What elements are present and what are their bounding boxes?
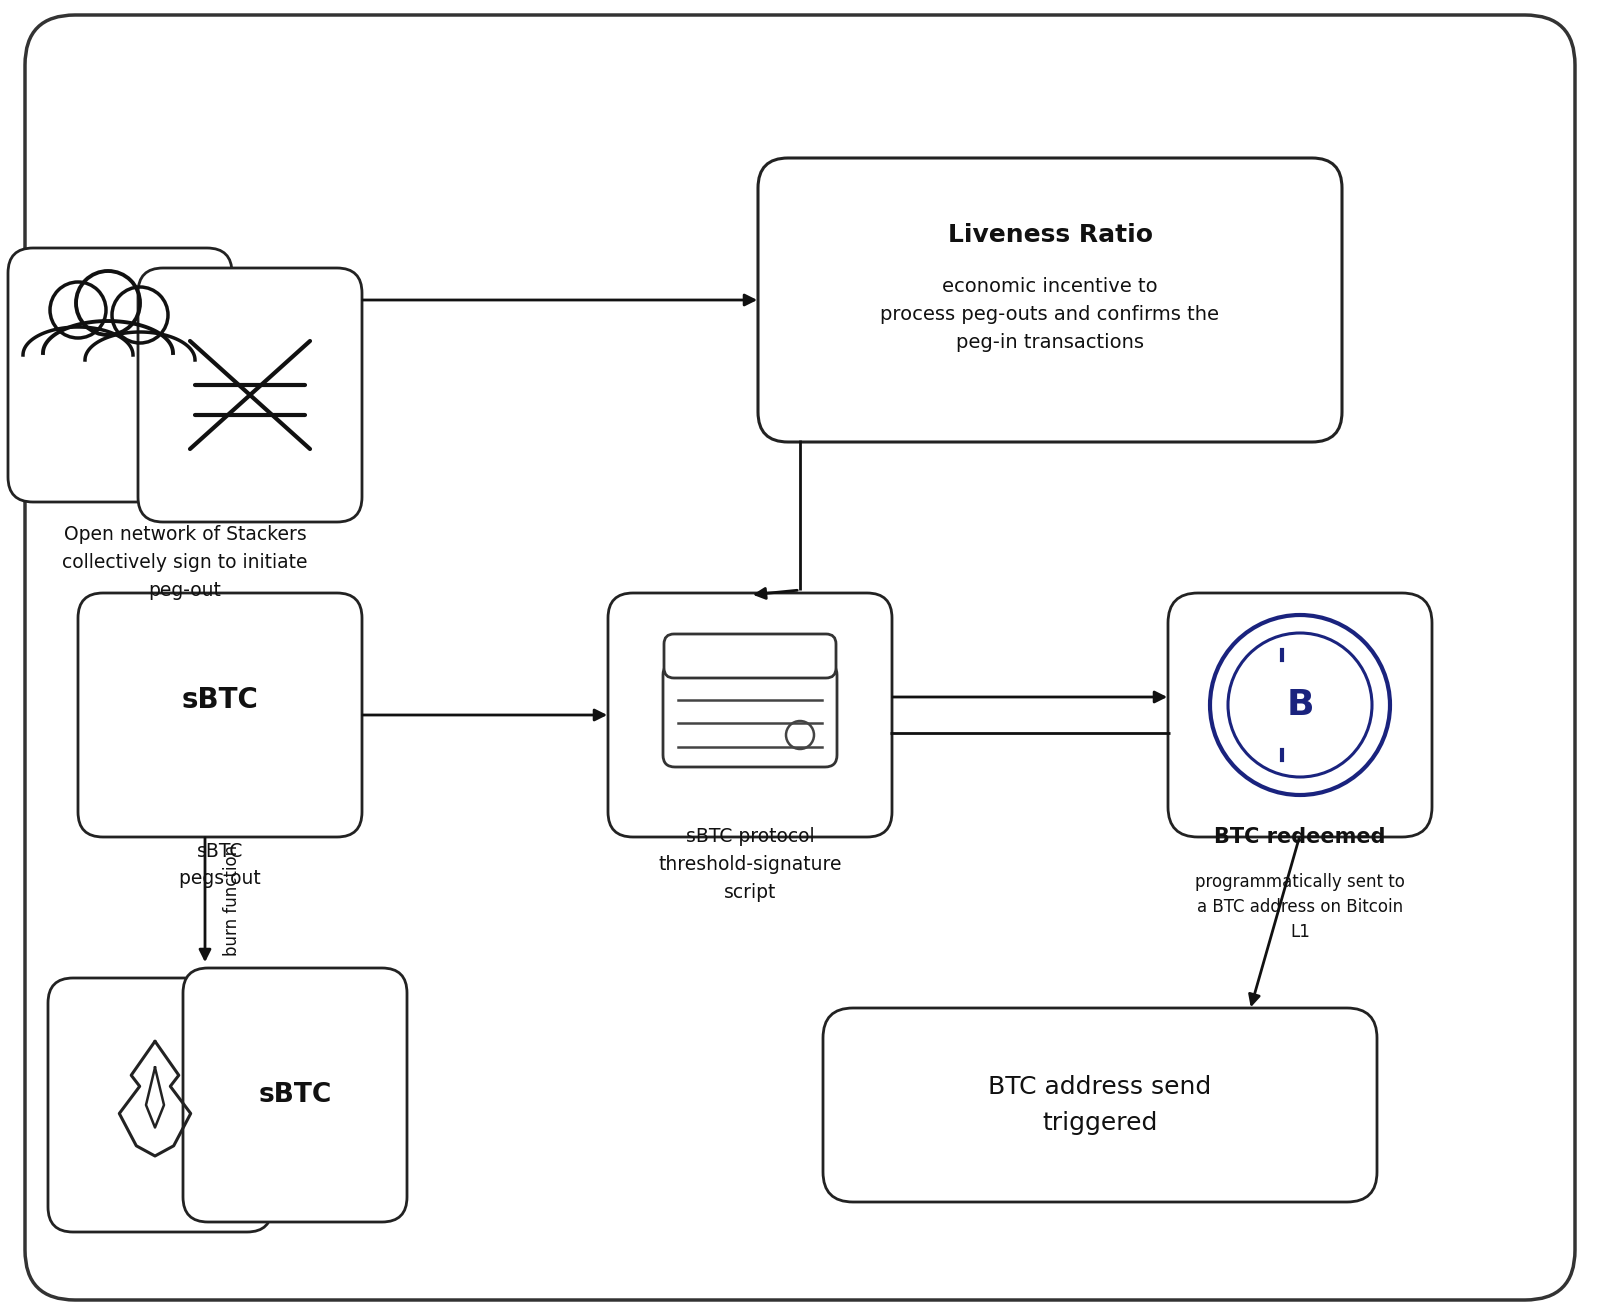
FancyBboxPatch shape	[664, 634, 837, 679]
FancyBboxPatch shape	[758, 158, 1342, 442]
FancyBboxPatch shape	[78, 593, 362, 838]
FancyBboxPatch shape	[26, 14, 1574, 1301]
Text: BTC address send
triggered: BTC address send triggered	[989, 1076, 1211, 1135]
FancyBboxPatch shape	[182, 968, 406, 1222]
Text: burn function: burn function	[222, 844, 242, 956]
Text: Liveness Ratio: Liveness Ratio	[947, 224, 1152, 247]
Text: sBTC
pegs out: sBTC pegs out	[179, 842, 261, 888]
Text: B: B	[1286, 688, 1314, 722]
Text: sBTC: sBTC	[258, 1082, 331, 1109]
Text: BTC redeemed: BTC redeemed	[1214, 827, 1386, 847]
Text: programmatically sent to
a BTC address on Bitcoin
L1: programmatically sent to a BTC address o…	[1195, 873, 1405, 942]
Text: sBTC protocol
threshold-signature
script: sBTC protocol threshold-signature script	[658, 827, 842, 902]
Text: Open network of Stackers
collectively sign to initiate
peg-out: Open network of Stackers collectively si…	[62, 525, 307, 600]
FancyBboxPatch shape	[1168, 593, 1432, 838]
FancyBboxPatch shape	[48, 978, 272, 1232]
FancyBboxPatch shape	[138, 268, 362, 522]
FancyBboxPatch shape	[608, 593, 893, 838]
FancyBboxPatch shape	[8, 249, 232, 502]
Text: sBTC: sBTC	[181, 686, 259, 714]
FancyBboxPatch shape	[822, 1009, 1378, 1202]
FancyBboxPatch shape	[662, 663, 837, 767]
Text: economic incentive to
process peg-outs and confirms the
peg-in transactions: economic incentive to process peg-outs a…	[880, 277, 1219, 352]
